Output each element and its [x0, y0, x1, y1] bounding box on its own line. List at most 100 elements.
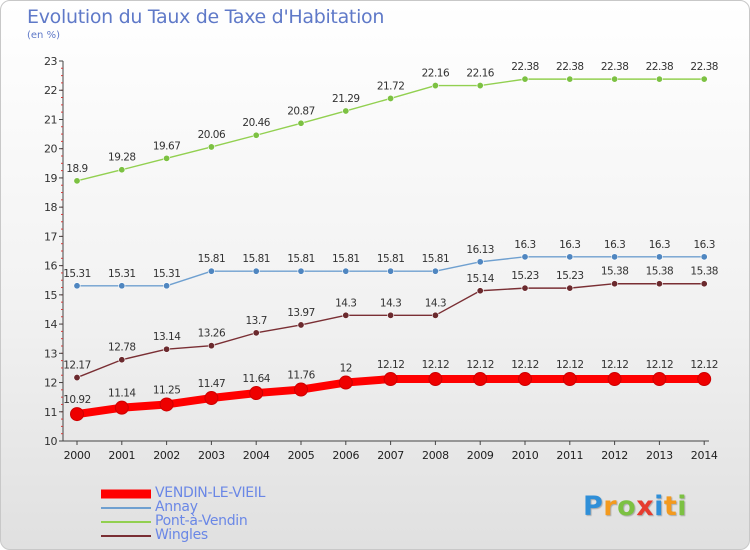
data-label-vendin-le-vieil: 11.25 [153, 384, 181, 396]
data-label-annay: 15.81 [287, 253, 315, 265]
data-point-pont-a-vendin [118, 166, 126, 174]
y-tick-label: 12 [44, 377, 57, 390]
data-label-vendin-le-vieil: 11.76 [287, 370, 315, 382]
chart-axes: 10 11 12 13 14 15 16 17 18 19 20 21 22 23 2000 2001 2002… [44, 55, 718, 462]
data-point-pont-a-vendin [566, 75, 574, 83]
data-label-vendin-le-vieil: 12.12 [466, 359, 494, 371]
data-label-pont-a-vendin: 19.28 [108, 152, 136, 164]
data-label-wingles: 14.3 [335, 297, 356, 309]
data-label-annay: 15.31 [108, 268, 136, 280]
logo-letter: r [603, 491, 618, 522]
data-point-wingles [566, 284, 574, 292]
data-label-annay: 15.81 [377, 253, 405, 265]
data-point-vendin-le-vieil [697, 372, 712, 387]
data-point-wingles [700, 280, 708, 288]
data-label-wingles: 13.7 [246, 315, 267, 327]
data-point-wingles [655, 280, 663, 288]
data-label-pont-a-vendin: 22.38 [511, 61, 539, 73]
data-label-pont-a-vendin: 22.38 [601, 61, 629, 73]
data-point-wingles [476, 287, 484, 295]
data-label-wingles: 15.38 [646, 266, 674, 278]
data-point-pont-a-vendin [387, 94, 395, 102]
y-tick-label: 15 [44, 289, 57, 302]
y-tick-label: 10 [44, 435, 57, 448]
data-point-annay [655, 253, 663, 261]
data-label-wingles: 15.14 [466, 273, 494, 285]
data-label-vendin-le-vieil: 12.12 [646, 359, 674, 371]
data-point-vendin-le-vieil [159, 397, 174, 412]
data-point-wingles [118, 356, 126, 364]
data-label-pont-a-vendin: 22.38 [690, 61, 718, 73]
data-label-pont-a-vendin: 18.9 [66, 163, 87, 175]
x-tick-label: 2014 [691, 449, 718, 462]
data-point-annay [118, 282, 126, 290]
data-labels: 18.9 19.28 19.67 20.06 20.46 20.87 21.29 21.72 2… [63, 61, 718, 406]
data-point-annay [611, 253, 619, 261]
data-point-vendin-le-vieil [473, 372, 488, 387]
data-label-vendin-le-vieil: 11.64 [242, 373, 270, 385]
data-label-wingles: 12.78 [108, 342, 136, 354]
y-tick-label: 14 [44, 318, 57, 331]
logo-letter: P [583, 491, 604, 522]
y-tick-label: 18 [44, 201, 57, 214]
logo-letter: i [654, 491, 664, 522]
data-label-vendin-le-vieil: 10.92 [63, 394, 91, 406]
data-label-wingles: 15.23 [511, 270, 539, 282]
data-point-wingles [252, 329, 260, 337]
data-point-wingles [342, 311, 350, 319]
x-tick-label: 2009 [467, 449, 494, 462]
x-tick-label: 2010 [512, 449, 539, 462]
data-label-pont-a-vendin: 22.16 [466, 68, 494, 80]
y-tick-label: 11 [44, 406, 57, 419]
logo-letter: x [636, 491, 655, 522]
data-point-annay [297, 267, 305, 275]
data-label-pont-a-vendin: 22.16 [422, 68, 450, 80]
y-tick-label: 19 [44, 172, 57, 185]
data-point-wingles [73, 374, 81, 382]
y-tick-label: 22 [44, 84, 57, 97]
legend-label: Wingles [155, 527, 208, 543]
data-point-pont-a-vendin [476, 82, 484, 90]
data-label-vendin-le-vieil: 12.12 [422, 359, 450, 371]
data-point-vendin-le-vieil [70, 407, 84, 422]
chart-title: Evolution du Taux de Taxe d'Habitation [27, 6, 385, 28]
data-label-annay: 15.81 [198, 253, 226, 265]
data-label-annay: 16.3 [514, 239, 535, 251]
data-point-annay [73, 282, 81, 290]
data-label-pont-a-vendin: 19.67 [153, 140, 181, 152]
data-point-pont-a-vendin [73, 177, 81, 185]
data-label-annay: 16.13 [466, 244, 494, 256]
data-label-annay: 15.81 [332, 253, 360, 265]
chart-subtitle: (en %) [27, 30, 60, 41]
data-label-pont-a-vendin: 20.87 [287, 105, 315, 117]
data-label-pont-a-vendin: 21.72 [377, 80, 405, 92]
data-point-wingles [387, 311, 395, 319]
data-label-vendin-le-vieil: 11.47 [198, 378, 226, 390]
data-label-pont-a-vendin: 22.38 [646, 61, 674, 73]
x-tick-label: 2004 [243, 449, 270, 462]
logo-letter: o [617, 491, 637, 522]
data-label-annay: 15.31 [63, 268, 91, 280]
data-point-wingles [521, 284, 529, 292]
logo-letter: i [677, 491, 688, 522]
data-label-wingles: 13.26 [198, 328, 226, 340]
y-tick-label: 21 [44, 113, 57, 126]
series-points [70, 75, 712, 422]
x-tick-label: 2000 [64, 449, 91, 462]
data-label-vendin-le-vieil: 12.12 [690, 359, 718, 371]
data-point-pont-a-vendin [297, 119, 305, 127]
data-label-pont-a-vendin: 20.46 [242, 117, 270, 129]
proxiti-logo: Proxiti [583, 491, 687, 522]
data-point-wingles [611, 280, 619, 288]
data-point-annay [207, 267, 215, 275]
data-label-annay: 15.81 [422, 253, 450, 265]
data-point-vendin-le-vieil [518, 372, 532, 387]
data-point-annay [252, 267, 260, 275]
data-point-annay [566, 253, 574, 261]
series-line-pont-a-vendin [76, 78, 705, 182]
data-label-vendin-le-vieil: 12.12 [511, 359, 539, 371]
data-label-vendin-le-vieil: 12.12 [601, 359, 629, 371]
x-tick-label: 2007 [377, 449, 404, 462]
